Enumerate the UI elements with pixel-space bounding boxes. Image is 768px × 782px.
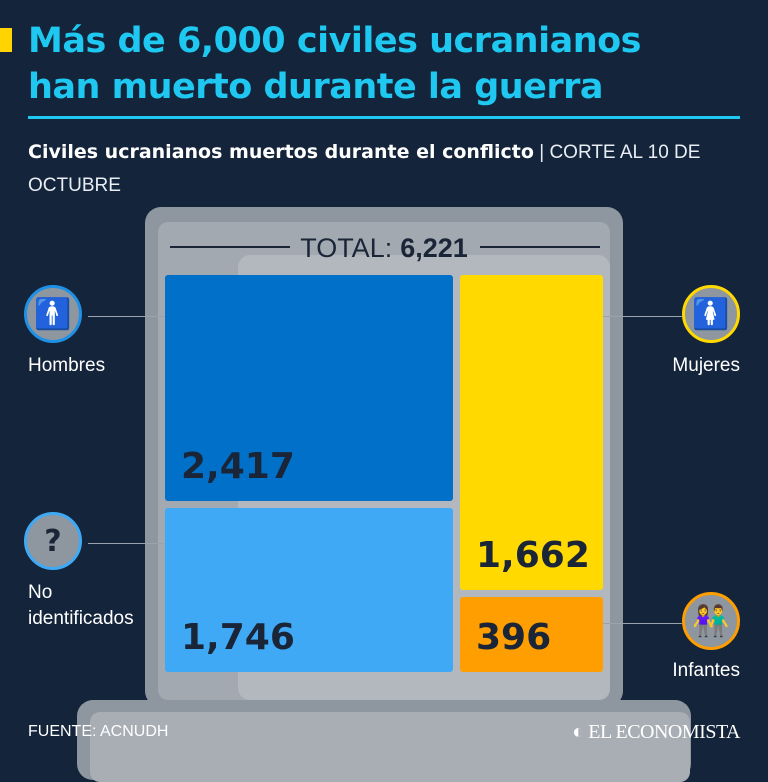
title-line-2: han muerto durante la guerra <box>28 67 604 107</box>
source: FUENTE: ACNUDH <box>28 723 169 740</box>
page-title: Más de 6,000 civiles ucranianos han muert… <box>28 18 642 110</box>
category-label: Infantes <box>672 660 740 681</box>
cell-mujeres: 1,662 <box>460 275 603 590</box>
man-icon: 🚹 <box>24 285 82 343</box>
connector-line <box>603 316 682 317</box>
subtitle: Civiles ucranianos muertos durante el co… <box>28 136 748 202</box>
arrow-left <box>170 246 290 248</box>
value-label: 1,746 <box>181 617 295 658</box>
subtitle-note: | CORTE AL 10 DE OCTUBRE <box>28 142 701 196</box>
divider <box>28 116 740 119</box>
category-label: No identificados <box>28 582 134 629</box>
cell-hombres: 2,417 <box>165 275 453 501</box>
subtitle-main: Civiles ucranianos muertos durante el co… <box>28 141 534 163</box>
category-label: Mujeres <box>672 355 740 376</box>
cell-infantes: 396 <box>460 597 603 672</box>
cell-no-identificados: 1,746 <box>165 508 453 672</box>
value-label: 396 <box>476 617 552 658</box>
arrow-right <box>480 246 600 248</box>
title-line-1: Más de 6,000 civiles ucranianos <box>28 21 642 61</box>
logo-text: EL ECONOMISTA <box>588 721 740 743</box>
category-label: Hombres <box>28 355 106 376</box>
woman-icon: 🚺 <box>682 285 740 343</box>
logo: ◐ EL ECONOMISTA <box>572 721 740 743</box>
total-prefix: TOTAL: <box>300 232 393 263</box>
connector-line <box>603 623 682 624</box>
connector-line <box>88 316 165 317</box>
children-icon: 👫 <box>682 592 740 650</box>
total-label: TOTAL: 6,221 <box>158 228 610 268</box>
total-value: 6,221 <box>400 232 468 263</box>
connector-line <box>88 543 165 544</box>
value-label: 1,662 <box>476 535 590 576</box>
question-icon: ? <box>24 512 82 570</box>
value-label: 2,417 <box>181 446 295 487</box>
accent-bar <box>0 28 12 52</box>
